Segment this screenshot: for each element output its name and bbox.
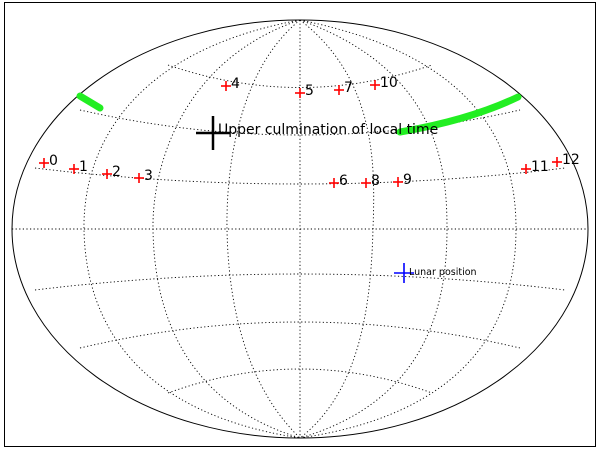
target-label: 11 <box>531 159 549 175</box>
parallel <box>79 321 521 349</box>
plot-frame <box>4 2 596 447</box>
target-marker-3: 3 <box>134 168 153 184</box>
target-label: 6 <box>339 173 348 189</box>
parallel <box>167 368 433 394</box>
target-marker-7: 7 <box>334 80 353 96</box>
target-label: 7 <box>344 80 353 96</box>
target-marker-8: 8 <box>361 173 380 189</box>
parallel <box>34 167 566 185</box>
target-label: 2 <box>112 164 121 180</box>
lunar-position-label: Lunar position <box>409 267 477 278</box>
target-label: 1 <box>79 159 88 175</box>
upper-culmination-marker: Upper culmination of local time <box>196 116 438 150</box>
meridian <box>83 19 301 439</box>
target-label: 4 <box>231 76 240 92</box>
target-label: 9 <box>403 172 412 188</box>
target-marker-4: 4 <box>221 76 240 92</box>
target-marker-5: 5 <box>295 83 314 99</box>
projection-outline <box>11 19 589 439</box>
target-label: 8 <box>371 173 380 189</box>
target-label: 12 <box>562 152 580 168</box>
track-segment <box>396 93 522 136</box>
target-marker-12: 12 <box>552 152 580 168</box>
track-group <box>76 92 522 136</box>
target-marker-9: 9 <box>393 172 412 188</box>
target-marker-2: 2 <box>102 164 121 180</box>
target-marker-1: 1 <box>69 159 88 175</box>
target-marker-10: 10 <box>370 75 398 91</box>
target-label: 5 <box>305 83 314 99</box>
graticule <box>12 19 588 439</box>
target-label: 10 <box>380 75 398 91</box>
target-label: 3 <box>144 168 153 184</box>
upper-culmination-label: Upper culmination of local time <box>218 122 438 138</box>
track-segment <box>76 92 104 112</box>
meridian <box>299 19 517 439</box>
target-marker-11: 11 <box>521 159 549 175</box>
parallel <box>34 273 566 291</box>
lunar-position-marker: Lunar position <box>394 263 477 283</box>
target-marker-6: 6 <box>329 173 348 189</box>
target-marker-0: 0 <box>39 153 58 169</box>
target-label: 0 <box>49 153 58 169</box>
